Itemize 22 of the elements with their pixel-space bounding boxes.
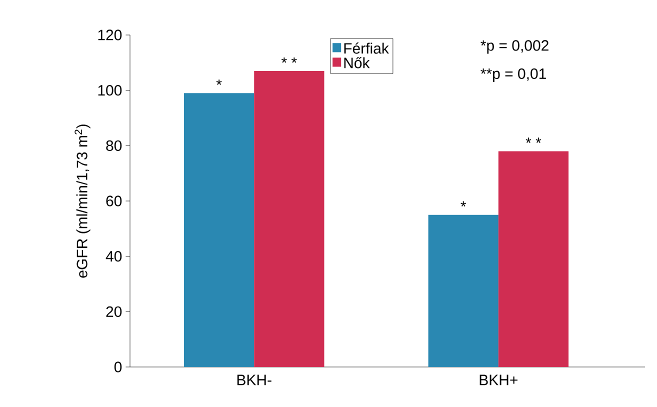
y-tick-label: 20 bbox=[106, 306, 122, 317]
y-tick-label: 120 bbox=[98, 30, 122, 40]
bar bbox=[254, 70, 324, 367]
x-tick-label: BKH- bbox=[237, 374, 272, 386]
y-tick-label: 40 bbox=[106, 251, 122, 262]
y-tick-label: 100 bbox=[98, 85, 122, 96]
legend-label: Férfiak bbox=[344, 42, 389, 54]
bar bbox=[184, 93, 254, 367]
x-tick-label: BKH+ bbox=[480, 374, 518, 386]
bar bbox=[428, 214, 498, 367]
annotation: * bbox=[460, 201, 466, 207]
annotation: *p = 0,002 bbox=[480, 40, 548, 54]
annotation: * * bbox=[526, 138, 542, 143]
bar bbox=[498, 151, 569, 367]
annotation: **p = 0,01 bbox=[480, 68, 546, 82]
y-tick-label: 0 bbox=[114, 362, 122, 372]
annotation: * * bbox=[281, 57, 297, 63]
y-axis-title: eGFR (ml/min/1,73 m$^{2}$) bbox=[74, 124, 90, 278]
y-tick-label: 80 bbox=[106, 140, 122, 151]
y-tick-label: 60 bbox=[106, 196, 122, 206]
annotation: * bbox=[216, 80, 222, 85]
legend-label: Nők bbox=[344, 57, 370, 68]
